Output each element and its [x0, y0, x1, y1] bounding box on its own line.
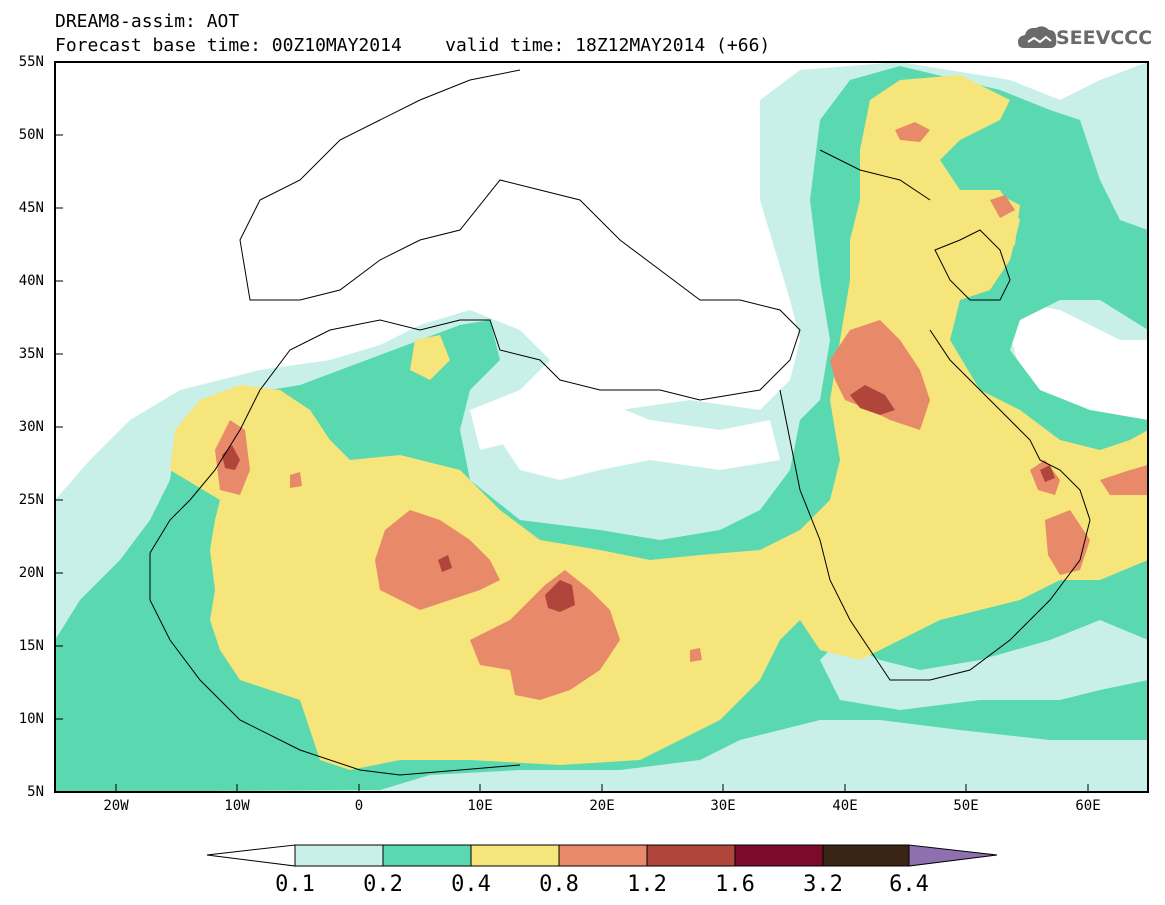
aot-1.2-1.6-region — [222, 385, 1055, 612]
cloud-icon — [1018, 26, 1057, 48]
colorbar-label-1.2: 1.2 — [627, 872, 667, 897]
lat-label-55n: 55N — [18, 54, 44, 70]
colorbar-label-0.4: 0.4 — [451, 872, 491, 897]
lat-label-25n: 25N — [18, 492, 44, 508]
lat-label-5n: 5N — [27, 784, 44, 800]
coastlines — [149, 69, 1091, 776]
forecast-time-subtitle: Forecast base time: 00Z10MAY2014 valid t… — [55, 35, 771, 56]
colorbar-label-0.2: 0.2 — [363, 872, 403, 897]
colorbar-swatch-1.6 — [734, 844, 824, 867]
colorbar-under-triangle — [206, 844, 296, 867]
lat-label-50n: 50N — [18, 127, 44, 143]
lat-label-15n: 15N — [18, 638, 44, 654]
lon-label-40e: 40E — [832, 798, 858, 814]
lon-label-60e: 60E — [1075, 798, 1101, 814]
colorbar-swatch-0.4 — [470, 844, 560, 867]
lat-label-30n: 30N — [18, 419, 44, 435]
colorbar-swatch-1.2 — [646, 844, 736, 867]
lon-label-10w: 10W — [224, 798, 250, 814]
lon-label-50e: 50E — [953, 798, 979, 814]
lon-label-30e: 30E — [710, 798, 736, 814]
lon-label-10e: 10E — [467, 798, 493, 814]
colorbar-label-6.4: 6.4 — [889, 872, 929, 897]
colorbar-swatch-0.2 — [382, 844, 472, 867]
colorbar-label-0.1: 0.1 — [275, 872, 315, 897]
logo-text: SEEVCCC — [1056, 27, 1153, 49]
lat-label-35n: 35N — [18, 346, 44, 362]
colorbar-swatch-3.2 — [822, 844, 910, 867]
lon-label-20w: 20W — [103, 798, 129, 814]
chart-title: DREAM8-assim: AOT — [55, 11, 240, 32]
lat-label-10n: 10N — [18, 711, 44, 727]
colorbar-label-1.6: 1.6 — [715, 872, 755, 897]
axis-ticks — [55, 134, 1089, 793]
colorbar-label-3.2: 3.2 — [803, 872, 843, 897]
aot-field — [55, 62, 1148, 792]
lat-label-45n: 45N — [18, 200, 44, 216]
lat-label-40n: 40N — [18, 273, 44, 289]
colorbar — [206, 844, 998, 867]
lat-label-20n: 20N — [18, 565, 44, 581]
colorbar-over-triangle — [908, 844, 998, 867]
colorbar-label-0.8: 0.8 — [539, 872, 579, 897]
lon-label-20e: 20E — [589, 798, 615, 814]
colorbar-swatch-0.8 — [558, 844, 648, 867]
colorbar-swatch-0.1 — [294, 844, 384, 867]
lon-label-0: 0 — [354, 798, 364, 814]
